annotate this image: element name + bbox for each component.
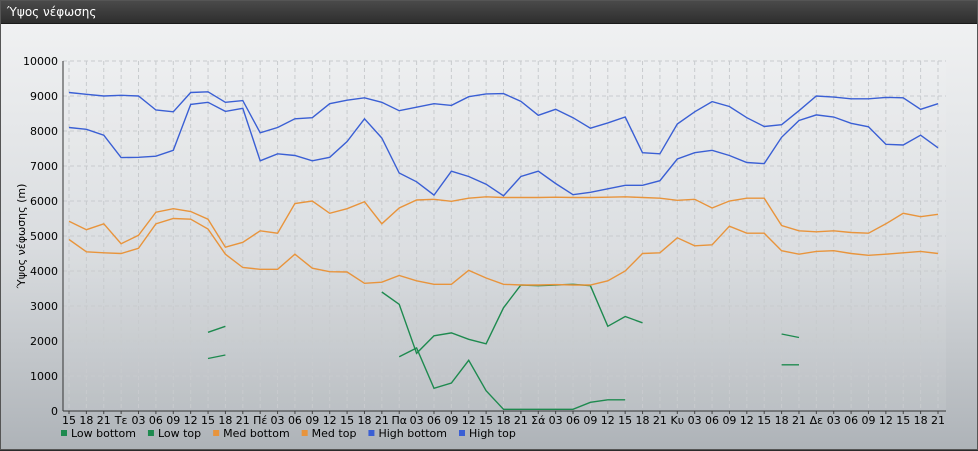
y-tick-label: 9000 bbox=[30, 90, 58, 103]
x-tick-label: 21 bbox=[236, 414, 250, 427]
x-tick-label: 18 bbox=[636, 414, 650, 427]
legend-label: Low bottom bbox=[71, 427, 136, 440]
x-tick-label: 18 bbox=[79, 414, 93, 427]
y-tick-label: 10000 bbox=[23, 55, 58, 68]
x-tick-label: 12 bbox=[601, 414, 615, 427]
x-tick-label: 09 bbox=[583, 414, 597, 427]
legend-swatch bbox=[459, 430, 465, 436]
x-tick-label: 12 bbox=[879, 414, 893, 427]
x-tick-label: 12 bbox=[184, 414, 198, 427]
x-tick-label: 03 bbox=[688, 414, 702, 427]
x-tick-label: 09 bbox=[861, 414, 875, 427]
y-tick-label: 5000 bbox=[30, 230, 58, 243]
x-tick-label: 21 bbox=[514, 414, 528, 427]
x-tick-label: 03 bbox=[410, 414, 424, 427]
x-tick-label: 09 bbox=[444, 414, 458, 427]
y-tick-label: 4000 bbox=[30, 265, 58, 278]
x-tick-label: 06 bbox=[427, 414, 441, 427]
series-line-2 bbox=[68, 217, 939, 286]
series-line-4 bbox=[68, 101, 939, 197]
legend-swatch bbox=[213, 430, 220, 436]
x-tick-label: 15 bbox=[757, 414, 771, 427]
x-tick-label: 18 bbox=[218, 414, 232, 427]
x-tick-label: 18 bbox=[357, 414, 371, 427]
x-tick-label: 09 bbox=[166, 414, 180, 427]
x-tick-label: 06 bbox=[566, 414, 580, 427]
x-tick-label: 18 bbox=[775, 414, 789, 427]
y-tick-label: 3000 bbox=[30, 300, 58, 313]
x-tick-label: 15 bbox=[479, 414, 493, 427]
legend-label: Med top bbox=[312, 427, 357, 440]
x-tick-label: 12 bbox=[740, 414, 754, 427]
x-tick-label: 12 bbox=[323, 414, 337, 427]
legend-swatch bbox=[368, 430, 375, 436]
x-tick-label: 15 bbox=[201, 414, 215, 427]
x-tick-label: Σά bbox=[531, 414, 545, 427]
legend-swatch bbox=[61, 430, 67, 436]
x-tick-label: 09 bbox=[722, 414, 736, 427]
x-tick-label: 18 bbox=[914, 414, 928, 427]
window-titlebar: Ύψος νέφωσης bbox=[1, 1, 977, 24]
series-line-3 bbox=[68, 196, 939, 249]
x-tick-label: 06 bbox=[149, 414, 163, 427]
series-line-0 bbox=[398, 347, 626, 410]
x-tick-label: 15 bbox=[896, 414, 910, 427]
x-tick-label: 06 bbox=[844, 414, 858, 427]
x-tick-label: 03 bbox=[132, 414, 146, 427]
legend-label: Low top bbox=[158, 427, 201, 440]
legend-label: High bottom bbox=[378, 427, 447, 440]
x-tick-label: 21 bbox=[97, 414, 111, 427]
series-line-5 bbox=[68, 91, 939, 155]
x-tick-label: Πα bbox=[391, 414, 407, 427]
y-tick-label: 1000 bbox=[30, 370, 58, 383]
x-tick-label: 06 bbox=[288, 414, 302, 427]
x-tick-label: 21 bbox=[792, 414, 806, 427]
x-tick-label: Τε bbox=[114, 414, 128, 427]
series-line-1 bbox=[381, 283, 643, 355]
x-tick-label: Κυ bbox=[671, 414, 685, 427]
legend-label: Med bottom bbox=[223, 427, 290, 440]
x-tick-label: 15 bbox=[618, 414, 632, 427]
series-line-0 bbox=[207, 354, 226, 360]
y-tick-label: 2000 bbox=[30, 335, 58, 348]
legend-swatch bbox=[147, 430, 154, 436]
x-tick-label: 03 bbox=[549, 414, 563, 427]
x-tick-label: 15 bbox=[62, 414, 76, 427]
x-tick-label: 06 bbox=[705, 414, 719, 427]
x-tick-label: Πέ bbox=[253, 414, 267, 427]
x-tick-label: 03 bbox=[827, 414, 841, 427]
x-tick-label: Δε bbox=[810, 414, 824, 427]
series-line-1 bbox=[781, 333, 800, 339]
y-tick-label: 6000 bbox=[30, 195, 58, 208]
y-tick-label: 0 bbox=[51, 405, 58, 418]
x-tick-label: 21 bbox=[375, 414, 389, 427]
x-tick-label: 15 bbox=[340, 414, 354, 427]
legend-swatch bbox=[301, 430, 308, 436]
x-tick-label: 12 bbox=[462, 414, 476, 427]
x-tick-label: 21 bbox=[931, 414, 945, 427]
y-tick-label: 8000 bbox=[30, 125, 58, 138]
series-line-1 bbox=[207, 325, 226, 333]
x-tick-label: 18 bbox=[497, 414, 511, 427]
x-tick-label: 21 bbox=[653, 414, 667, 427]
legend-label: High top bbox=[469, 427, 516, 440]
x-tick-label: 03 bbox=[271, 414, 285, 427]
y-axis-label: Ύψος νέφωσης (m) bbox=[15, 184, 28, 290]
x-tick-label: 09 bbox=[305, 414, 319, 427]
y-tick-label: 7000 bbox=[30, 160, 58, 173]
window-title: Ύψος νέφωσης bbox=[7, 5, 97, 19]
